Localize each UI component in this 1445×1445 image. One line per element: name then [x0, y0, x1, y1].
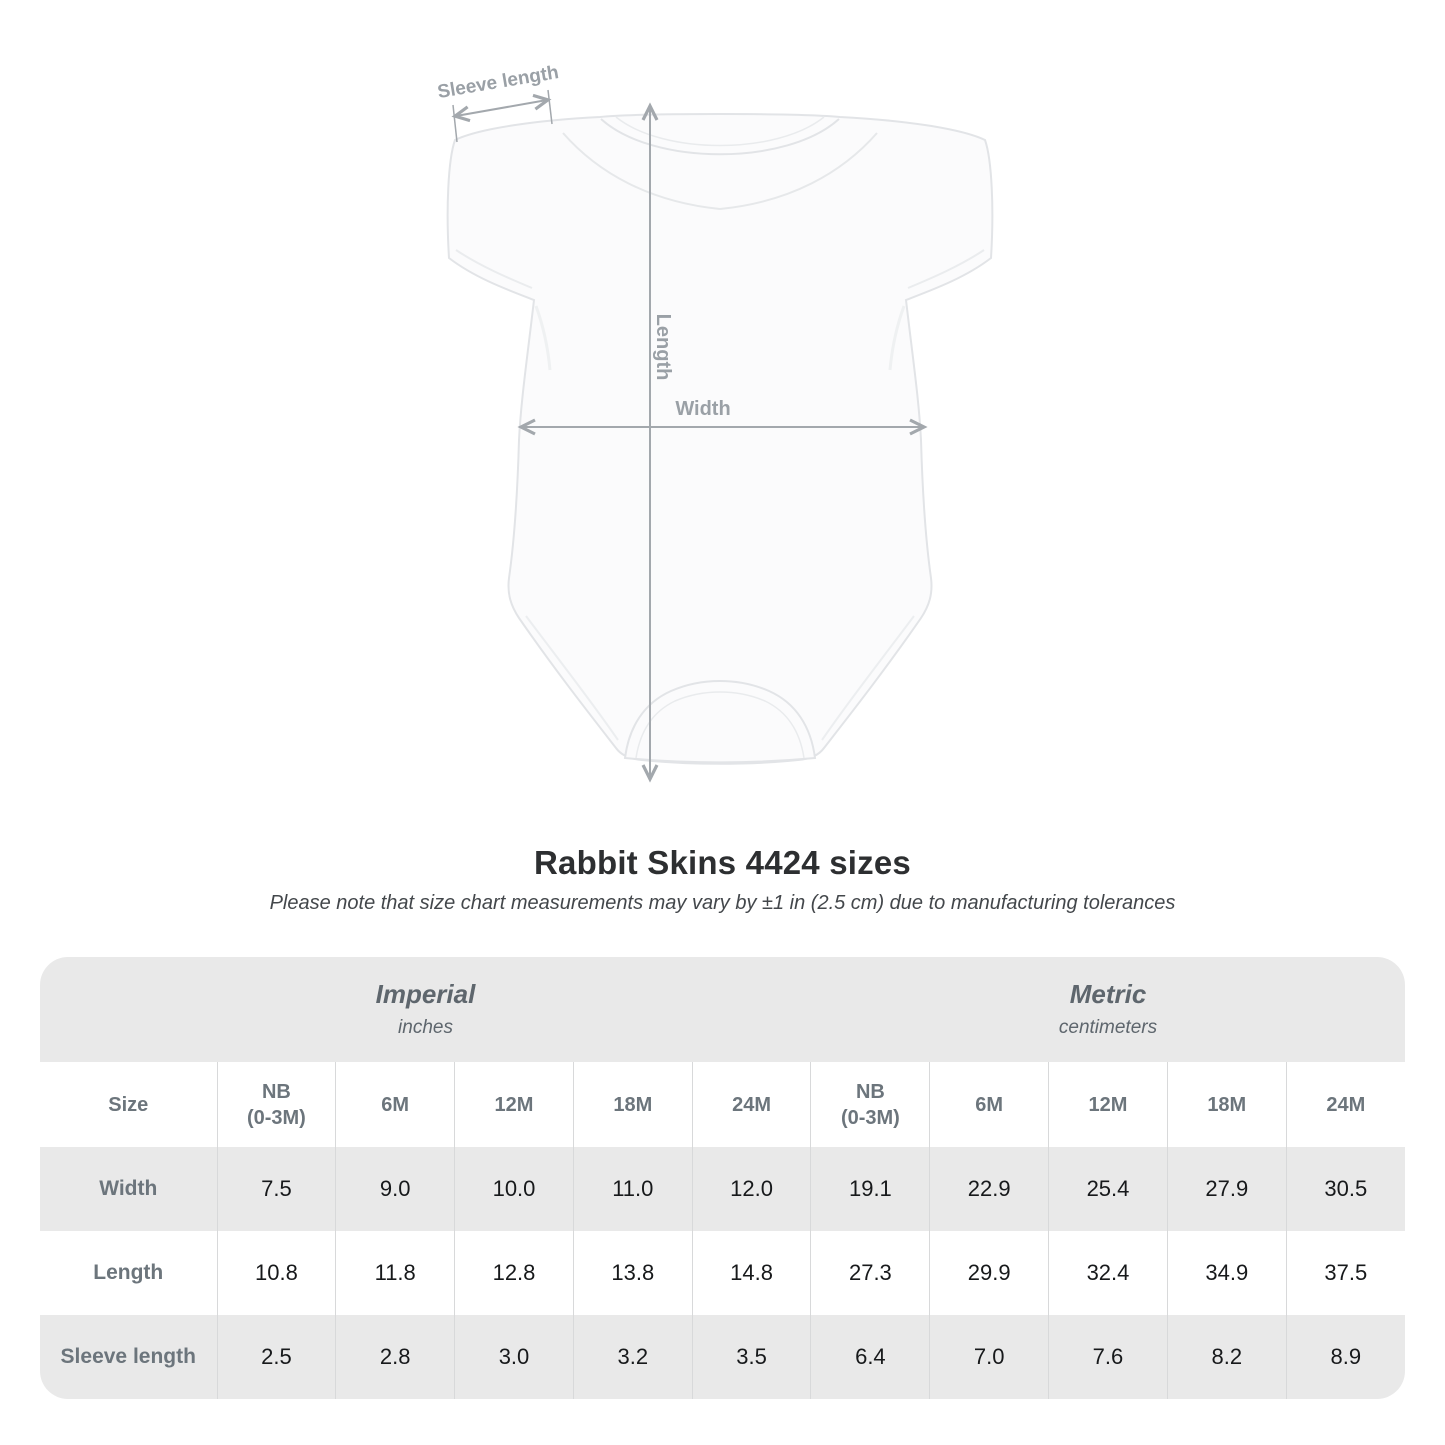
imperial-group-title: Imperial	[375, 978, 476, 1009]
cell-value: 7.0	[929, 1315, 1049, 1399]
row-label-length: Length	[40, 1231, 217, 1315]
sleeve-length-dimension-label: Sleeve length	[436, 62, 560, 103]
metric-group-header: Metric centimeters	[810, 957, 1405, 1062]
collar-outer-edge	[600, 118, 840, 156]
cell-value: 10.8	[216, 1231, 336, 1315]
left-lap-shoulder-seam	[562, 132, 721, 210]
cell-value: 34.9	[1166, 1231, 1287, 1315]
column-header-metric-12m: 12M	[1048, 1062, 1168, 1147]
right-lap-shoulder-seam	[719, 132, 878, 210]
size-table: Imperial inches Metric centimeters Size …	[40, 957, 1405, 1399]
sleeve-dimension-line	[451, 93, 552, 123]
cell-value: 19.1	[810, 1147, 930, 1231]
cell-value: 22.9	[929, 1147, 1049, 1231]
size-corner-header: Size	[40, 1062, 217, 1147]
cell-value: 32.4	[1048, 1231, 1168, 1315]
right-leg-binding-line	[821, 615, 915, 741]
left-underarm-crease	[534, 305, 552, 371]
cell-value: 14.8	[691, 1231, 811, 1315]
cell-value: 37.5	[1285, 1231, 1405, 1315]
infant-bodysuit-illustration	[446, 113, 994, 765]
cell-value: 3.5	[691, 1315, 811, 1399]
metric-group-title: Metric	[1069, 978, 1147, 1009]
imperial-group-unit: inches	[398, 1017, 453, 1039]
cell-value: 25.4	[1048, 1147, 1168, 1231]
column-header-metric-18m: 18M	[1166, 1062, 1287, 1147]
cell-value: 27.3	[810, 1231, 930, 1315]
bodysuit-size-diagram: Sleeve length Length Width	[436, 62, 994, 783]
cell-value: 8.9	[1285, 1315, 1405, 1399]
cell-value: 10.0	[454, 1147, 574, 1231]
column-header-metric-24m: 24M	[1285, 1062, 1405, 1147]
metric-group-unit: centimeters	[1058, 1017, 1158, 1039]
right-sleeve-cuff-line	[907, 249, 985, 289]
column-header-imperial-12m: 12M	[454, 1062, 574, 1147]
cell-value: 3.2	[572, 1315, 693, 1399]
bodysuit-outline	[446, 113, 994, 765]
row-label-width: Width	[40, 1147, 217, 1231]
cell-value: 13.8	[572, 1231, 693, 1315]
column-header-imperial-18m: 18M	[572, 1062, 693, 1147]
cell-value: 8.2	[1166, 1315, 1287, 1399]
cell-value: 7.5	[216, 1147, 336, 1231]
row-label-sleeve-length: Sleeve length	[40, 1315, 217, 1399]
column-header-imperial-24m: 24M	[691, 1062, 811, 1147]
cell-value: 3.0	[454, 1315, 574, 1399]
width-row: Width 7.5 9.0 10.0 11.0 12.0 19.1 22.9 2…	[40, 1147, 1405, 1231]
size-column-header-row: Size NB (0-3M) 6M 12M 18M 24M NB (0-3M) …	[40, 1062, 1405, 1147]
cell-value: 2.8	[335, 1315, 455, 1399]
cell-value: 11.8	[335, 1231, 455, 1315]
cell-value: 2.5	[216, 1315, 336, 1399]
collar-inner-edge	[615, 116, 825, 147]
cell-value: 7.6	[1048, 1315, 1168, 1399]
unit-group-header-row: Imperial inches Metric centimeters	[40, 957, 1405, 1062]
sleeve-dimension-tick-right	[547, 89, 553, 125]
dimension-lines	[451, 89, 928, 783]
sleeve-dimension-tick-left	[452, 104, 458, 143]
length-dimension-label: Length	[652, 314, 674, 381]
column-header-imperial-nb: NB (0-3M)	[216, 1062, 336, 1147]
size-table-container: Imperial inches Metric centimeters Size …	[40, 957, 1405, 1399]
cell-value: 6.4	[810, 1315, 930, 1399]
left-leg-binding-line	[525, 615, 619, 741]
chart-header: Rabbit Skins 4424 sizes Please note that…	[0, 844, 1445, 915]
right-underarm-crease	[888, 305, 906, 371]
sleeve-length-row: Sleeve length 2.5 2.8 3.0 3.2 3.5 6.4 7.…	[40, 1315, 1405, 1399]
cell-value: 30.5	[1285, 1147, 1405, 1231]
column-header-metric-6m: 6M	[929, 1062, 1049, 1147]
column-header-imperial-6m: 6M	[335, 1062, 455, 1147]
cell-value: 11.0	[572, 1147, 693, 1231]
cell-value: 12.8	[454, 1231, 574, 1315]
cell-value: 27.9	[1166, 1147, 1287, 1231]
length-row: Length 10.8 11.8 12.8 13.8 14.8 27.3 29.…	[40, 1231, 1405, 1315]
column-header-metric-nb: NB (0-3M)	[810, 1062, 930, 1147]
cell-value: 29.9	[929, 1231, 1049, 1315]
cell-value: 9.0	[335, 1147, 455, 1231]
page-title: Rabbit Skins 4424 sizes	[534, 844, 911, 881]
imperial-group-header: Imperial inches	[40, 957, 811, 1062]
width-dimension-label: Width	[675, 398, 730, 420]
tolerance-note: Please note that size chart measurements…	[269, 892, 1176, 914]
crotch-snap-flap	[623, 679, 817, 764]
left-sleeve-cuff-line	[455, 249, 533, 289]
cell-value: 12.0	[691, 1147, 811, 1231]
